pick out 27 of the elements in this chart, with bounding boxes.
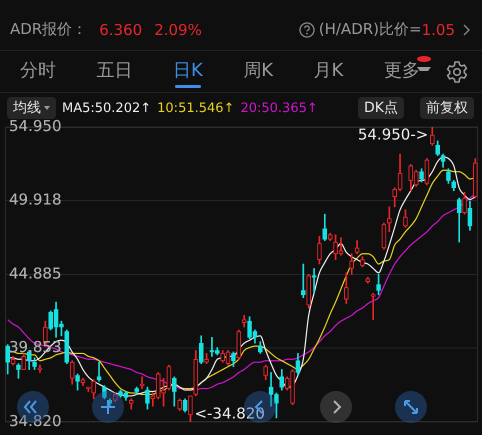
- candlestick: [312, 268, 316, 294]
- text: ADR报价：: [10, 20, 88, 39]
- text: 6.360: [99, 20, 142, 38]
- candlestick: [140, 376, 144, 389]
- y-tick-label: 44.885: [9, 264, 62, 282]
- text: 更多: [382, 59, 421, 82]
- y-tick-label: 49.918: [9, 190, 62, 209]
- text: 前复权: [420, 97, 474, 119]
- y-tick-label: 34.820: [9, 412, 62, 430]
- annotation: <-34.820: [194, 404, 265, 422]
- text: 10:51.546↑: [157, 100, 234, 116]
- text: DK点: [358, 97, 404, 119]
- text: 日K: [172, 59, 204, 82]
- text: 1.05: [422, 20, 455, 38]
- text: 五日: [96, 59, 134, 82]
- candlestick: [96, 362, 102, 382]
- annotation: 54.950->: [358, 125, 428, 144]
- text: (H/ADR)比价=: [318, 20, 422, 39]
- text: 分时: [19, 59, 58, 82]
- text: MA5:50.202↑: [62, 100, 152, 116]
- text: 周K: [242, 59, 274, 82]
- text: 月K: [312, 59, 344, 82]
- y-tick-label: 54.950: [9, 116, 62, 135]
- legend-title: 均线: [13, 100, 41, 116]
- candlestick: [268, 372, 274, 407]
- text: 20:50.365↑: [240, 100, 318, 116]
- text: 2.09%: [154, 20, 202, 38]
